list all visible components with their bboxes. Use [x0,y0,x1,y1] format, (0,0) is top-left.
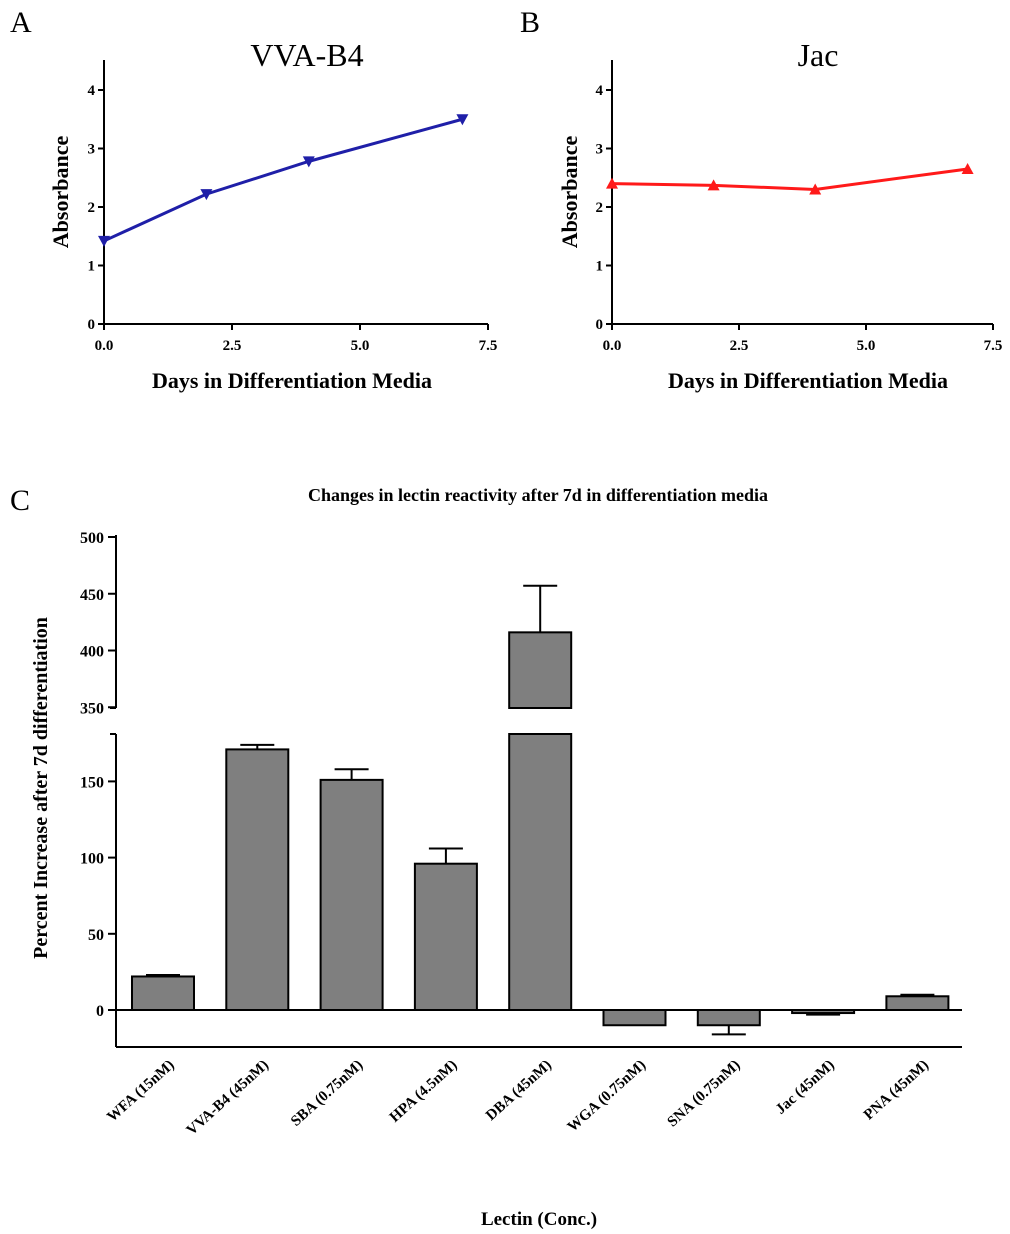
panel-b-data-point [707,179,720,191]
panel-c-y-tick-label: 500 [80,530,104,547]
panel-a-data-point [302,156,315,168]
panel-a-data-point [456,114,469,126]
panel-a-x-axis-label: Days in Differentiation Media [152,368,432,393]
panel-a-title: VVA-B4 [250,37,363,73]
panel-b-data-point [809,183,822,195]
panel-c-bar-1 [225,748,290,1011]
panel-a-x-tick-label: 0.0 [95,338,114,354]
panel-b-x-tick-label: 7.5 [984,338,1003,354]
panel-c-bar-5 [602,1009,667,1027]
panel-c-bar-6 [696,1009,761,1027]
panel-c-y-tick-label: 150 [80,774,104,791]
panel-c-category-label: HPA (4.5nM) [387,1057,461,1126]
panel-c-category-label: Jac (45nM) [773,1057,838,1118]
panel-a-data-point [200,189,213,201]
panel-a-line-chart: VVA-B4 Days in Differentiation Media Abs… [48,37,497,393]
panel-c-category-label: VVA-B4 (45nM) [184,1057,272,1139]
panel-a-data-point [98,235,110,247]
panel-a-y-tick-label: 4 [88,83,96,99]
panel-c-bar-upper-4 [508,631,573,710]
panel-c-category-label: DBA (45nM) [483,1057,555,1124]
panel-a-y-tick-label: 1 [88,259,96,275]
panel-c-y-tick-label: 450 [80,587,104,604]
panel-c-bar-4 [508,733,573,1011]
panel-c-y-tick-label: 50 [88,927,104,944]
panel-b-series-line [611,167,968,191]
panel-letter-c: C [10,484,30,517]
panel-b-x-tick-label: 2.5 [730,338,749,354]
panel-c-title: Changes in lectin reactivity after 7d in… [308,485,768,505]
panel-b-y-axis-label: Absorbance [557,136,582,249]
panel-b-x-axis-label: Days in Differentiation Media [668,368,948,393]
panel-b-y-tick-label: 4 [596,83,604,99]
panel-b-y-tick-label: 3 [596,142,604,158]
panel-c-category-label: SNA (0.75nM) [665,1057,744,1130]
panel-c-category-label: PNA (45nM) [861,1057,932,1123]
panel-b-y-tick-label: 1 [596,259,604,275]
panel-c-y-axis-label: Percent Increase after 7d differentiatio… [30,617,52,959]
panel-c-y-tick-label: 400 [80,644,104,661]
panel-c-bar-0 [131,975,195,1011]
panel-c-bar-3 [413,862,478,1011]
panel-c-x-axis-label: Lectin (Conc.) [481,1209,597,1230]
panel-a-x-tick-label: 7.5 [479,338,498,354]
panel-b-line-chart: Jac Days in Differentiation Media Absorb… [557,37,1002,393]
panel-c-bar-2 [319,778,384,1011]
panel-b-title: Jac [798,37,839,73]
panel-c-bar-8 [885,995,950,1011]
panel-a-series-line [103,117,463,243]
panel-b-data-point [606,177,618,189]
panel-c-y-tick-label: 0 [96,1003,104,1020]
panel-b-x-tick-label: 5.0 [857,338,876,354]
panel-c-category-label: WFA (15nM) [104,1057,177,1125]
panel-b-y-tick-label: 2 [596,200,604,216]
panel-a-x-tick-label: 5.0 [351,338,370,354]
panel-b-x-tick-label: 0.0 [603,338,622,354]
panel-b-data-point [961,162,974,174]
panel-c-category-label: SBA (0.75nM) [288,1057,366,1130]
panel-letter-a: A [10,6,32,39]
panel-a-y-tick-label: 2 [88,200,96,216]
panel-b-y-tick-label: 0 [596,317,604,333]
panel-a-y-tick-label: 3 [88,142,96,158]
panel-letter-b: B [520,6,540,39]
panel-c-bar-chart: Changes in lectin reactivity after 7d in… [30,485,962,1230]
panel-a-y-tick-label: 0 [88,317,96,333]
panel-c-bar-7 [791,1009,856,1015]
panel-c-y-tick-label: 350 [80,700,104,717]
panel-c-category-label: WGA (0.75nM) [565,1057,649,1135]
panel-c-y-tick-label: 100 [80,851,104,868]
panel-a-y-axis-label: Absorbance [48,136,73,249]
panel-a-x-tick-label: 2.5 [223,338,242,354]
